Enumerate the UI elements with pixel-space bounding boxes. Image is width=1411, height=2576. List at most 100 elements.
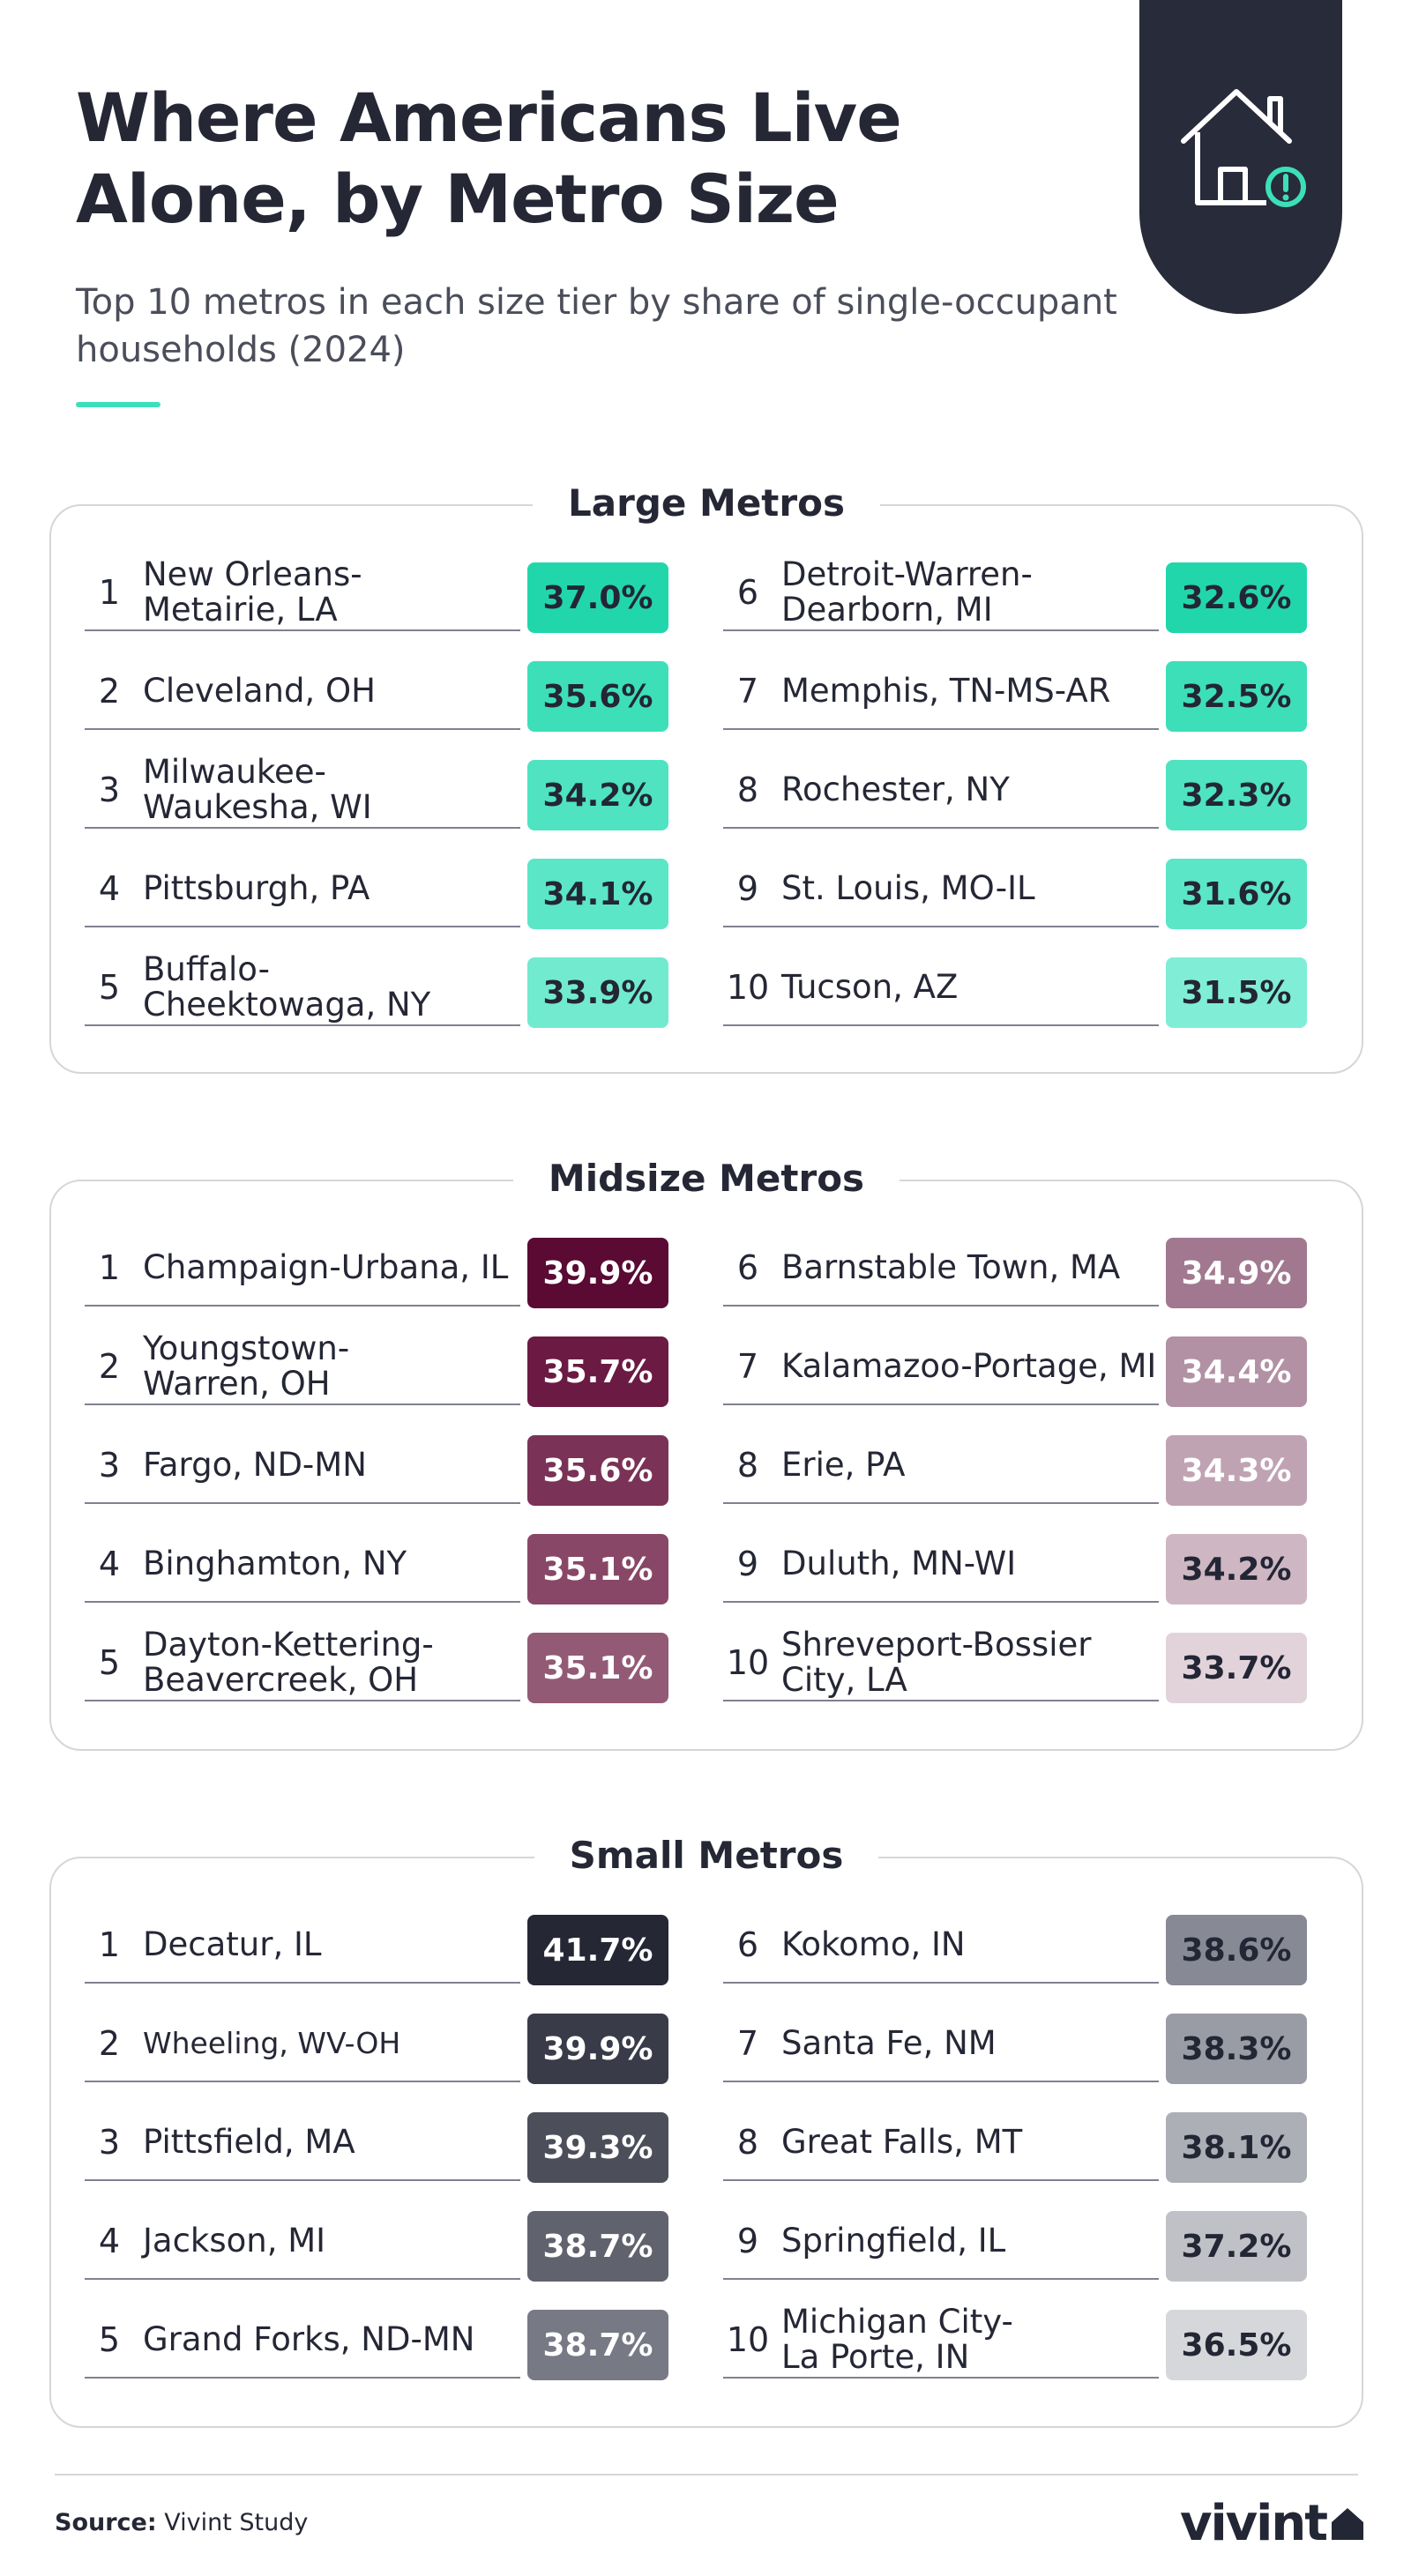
metro-name: Jackson, MI	[143, 2222, 326, 2260]
metro-row: 1 New Orleans- Metairie, LA 37.0%	[85, 555, 668, 633]
source-text: Vivint Study	[164, 2509, 309, 2536]
metro-row: 5 Grand Forks, ND-MN 38.7%	[85, 2303, 668, 2380]
metro-row: 9 St. Louis, MO-IL 31.6%	[723, 852, 1307, 929]
page-title: Where Americans Live Alone, by Metro Siz…	[76, 78, 902, 238]
row-underline	[723, 1305, 1159, 1307]
row-underline	[723, 728, 1159, 730]
metro-share-badge: 35.6%	[527, 661, 668, 732]
metro-rank: 1	[98, 1248, 121, 1287]
row-underline	[85, 1700, 520, 1701]
metro-rank: 3	[98, 2123, 121, 2162]
metro-share-badge: 39.9%	[527, 1238, 668, 1308]
metro-rank: 2	[98, 2024, 121, 2063]
metro-row: 4 Pittsburgh, PA 34.1%	[85, 852, 668, 929]
metro-name: Fargo, ND-MN	[143, 1446, 367, 1484]
metro-row: 3 Fargo, ND-MN 35.6%	[85, 1428, 668, 1506]
metro-share-badge: 38.3%	[1166, 2014, 1307, 2084]
row-underline	[85, 2278, 520, 2280]
row-underline	[723, 2179, 1159, 2181]
metro-name: Decatur, IL	[143, 1925, 322, 1963]
metro-share-badge: 31.5%	[1166, 957, 1307, 1028]
metro-name: Dayton-Kettering- Beavercreek, OH	[143, 1626, 434, 1699]
row-underline	[85, 1601, 520, 1603]
metro-rank: 9	[736, 869, 759, 908]
row-underline	[723, 1024, 1159, 1026]
metro-name: Duluth, MN-WI	[781, 1545, 1017, 1582]
metro-rank: 5	[98, 1643, 121, 1682]
metro-rank: 4	[98, 2222, 121, 2260]
metro-rank: 9	[736, 2222, 759, 2260]
house-alert-icon	[1181, 89, 1306, 207]
row-underline	[85, 1982, 520, 1984]
metro-share-badge: 35.1%	[527, 1534, 668, 1604]
metro-rank: 8	[736, 2123, 759, 2162]
metro-row: 10 Tucson, AZ 31.5%	[723, 950, 1307, 1028]
midsize-metros-section: Midsize Metros 1 Champaign-Urbana, IL 39.9…	[49, 1155, 1363, 1751]
metro-row: 10 Michigan City- La Porte, IN 36.5%	[723, 2303, 1307, 2380]
row-underline	[723, 1403, 1159, 1405]
metro-name: Pittsfield, MA	[143, 2123, 355, 2161]
metro-name: Youngstown- Warren, OH	[143, 1329, 350, 1403]
metro-row: 4 Jackson, MI 38.7%	[85, 2204, 668, 2282]
metro-rank: 1	[98, 573, 121, 612]
source-label: Source:	[55, 2509, 157, 2536]
metro-share-badge: 34.3%	[1166, 1435, 1307, 1506]
metro-rank: 3	[98, 771, 121, 809]
metro-row: 7 Santa Fe, NM 38.3%	[723, 2006, 1307, 2084]
row-underline	[723, 2081, 1159, 2082]
metro-row: 2 Cleveland, OH 35.6%	[85, 654, 668, 732]
metro-share-badge: 41.7%	[527, 1915, 668, 1985]
metro-name: Memphis, TN-MS-AR	[781, 672, 1111, 710]
metro-row: 1 Decatur, IL 41.7%	[85, 1908, 668, 1985]
footer-divider	[55, 2474, 1358, 2475]
metro-row: 7 Memphis, TN-MS-AR 32.5%	[723, 654, 1307, 732]
brand-wordmark: vivint	[1179, 2494, 1328, 2552]
row-underline	[85, 1502, 520, 1504]
metro-rank: 7	[736, 1347, 759, 1386]
metro-share-badge: 32.6%	[1166, 562, 1307, 633]
metro-name: Great Falls, MT	[781, 2123, 1023, 2161]
row-underline	[723, 926, 1159, 927]
metro-row: 5 Dayton-Kettering- Beavercreek, OH 35.1%	[85, 1626, 668, 1703]
metro-share-badge: 34.1%	[527, 859, 668, 929]
metro-name: Erie, PA	[781, 1446, 906, 1484]
metro-row: 8 Rochester, NY 32.3%	[723, 753, 1307, 830]
metro-share-badge: 38.7%	[527, 2310, 668, 2380]
metro-rank: 5	[98, 968, 121, 1007]
metro-name: Buffalo- Cheektowaga, NY	[143, 950, 431, 1024]
metro-name: Michigan City- La Porte, IN	[781, 2303, 1013, 2376]
row-underline	[723, 629, 1159, 631]
metro-share-badge: 35.1%	[527, 1633, 668, 1703]
row-underline	[723, 1502, 1159, 1504]
metro-name: Springfield, IL	[781, 2222, 1006, 2260]
house-logo-icon	[1332, 2508, 1363, 2540]
metro-share-badge: 34.2%	[527, 760, 668, 830]
metro-rank: 6	[736, 1248, 759, 1287]
metro-share-badge: 33.9%	[527, 957, 668, 1028]
section-title: Small Metros	[534, 1832, 879, 1880]
section-title: Midsize Metros	[512, 1155, 900, 1202]
metro-name: St. Louis, MO-IL	[781, 869, 1035, 907]
accent-divider	[76, 402, 161, 407]
metro-row: 3 Pittsfield, MA 39.3%	[85, 2105, 668, 2183]
large-metros-section: Large Metros 1 New Orleans- Metairie, LA 3…	[49, 480, 1363, 1074]
metro-share-badge: 37.2%	[1166, 2211, 1307, 2282]
metro-name: Shreveport-Bossier City, LA	[781, 1626, 1092, 1699]
metro-rank: 7	[736, 672, 759, 711]
metro-row: 5 Buffalo- Cheektowaga, NY 33.9%	[85, 950, 668, 1028]
metro-row: 6 Barnstable Town, MA 34.9%	[723, 1231, 1307, 1308]
row-underline	[85, 926, 520, 927]
metro-row: 4 Binghamton, NY 35.1%	[85, 1527, 668, 1604]
metro-row: 6 Kokomo, IN 38.6%	[723, 1908, 1307, 1985]
metro-rank: 5	[98, 2320, 121, 2359]
metro-name: Binghamton, NY	[143, 1545, 407, 1582]
metro-share-badge: 38.1%	[1166, 2112, 1307, 2183]
metro-share-badge: 38.7%	[527, 2211, 668, 2282]
header-badge	[1139, 0, 1342, 314]
metro-row: 2 Wheeling, WV-OH 39.9%	[85, 2006, 668, 2084]
metro-name: Kalamazoo-Portage, MI	[781, 1347, 1157, 1385]
metro-name: Barnstable Town, MA	[781, 1248, 1121, 1286]
source-note: Source: Vivint Study	[55, 2509, 308, 2536]
row-underline	[85, 728, 520, 730]
metro-name: Rochester, NY	[781, 771, 1010, 808]
